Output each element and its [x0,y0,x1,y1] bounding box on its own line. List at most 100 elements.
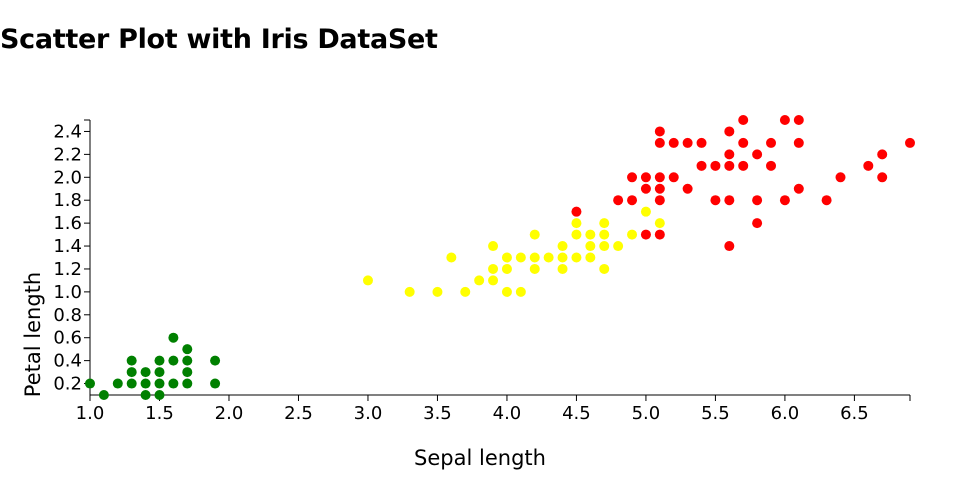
data-point [627,229,638,240]
data-point [529,263,540,274]
data-point [362,275,373,286]
data-point [613,195,624,206]
y-tick-label: 2.2 [53,144,82,165]
x-axis-label: Sepal length [414,446,546,470]
data-point [488,241,499,252]
data-point [585,252,596,263]
y-tick-label: 1.2 [53,259,82,280]
data-point [432,286,443,297]
data-point [557,241,568,252]
x-axis: 1.0 1.5 2.0 2.5 3.0 3.5 4.0 4.5 5.0 5.5 6.0 6.5 [76,394,911,424]
data-point [905,137,915,148]
data-point [640,172,651,183]
data-point [696,160,707,171]
data-point [182,367,193,378]
y-tick-label: 1.4 [53,236,82,257]
data-point [140,367,151,378]
data-point [98,390,109,400]
data-point [654,137,665,148]
data-point [168,355,179,366]
x-tick-label: 5.5 [701,403,730,424]
data-point [654,126,665,137]
data-point [752,149,763,160]
data-point [210,378,221,389]
x-tick-label: 6.0 [771,403,800,424]
y-tick-label: 0.6 [53,328,82,349]
data-point [529,252,540,263]
data-point [154,355,165,366]
data-point [682,137,693,148]
x-tick-label: 3.5 [423,403,452,424]
data-point [571,252,582,263]
y-tick-label: 2.0 [53,167,82,188]
data-point [446,252,457,263]
data-point [126,355,137,366]
data-point [474,275,485,286]
x-tick-label: 4.5 [562,403,591,424]
data-point [501,252,512,263]
data-point [571,206,582,217]
y-tick-label: 1.6 [53,213,82,234]
data-point [571,218,582,229]
data-point [168,332,179,343]
data-point [724,195,735,206]
y-tick-label: 0.8 [53,305,82,326]
data-point [529,229,540,240]
y-tick-label: 1.0 [53,282,82,303]
data-point [724,241,735,252]
data-point [696,137,707,148]
data-point [126,367,137,378]
x-tick-label: 1.5 [145,403,174,424]
data-point [877,149,888,160]
data-point [154,367,165,378]
x-tick-label: 4.0 [493,403,522,424]
data-point [154,390,165,400]
data-point [613,241,624,252]
chart-title: Scatter Plot with Iris DataSet [0,24,438,55]
data-point [140,378,151,389]
x-tick-label: 3.0 [354,403,383,424]
data-point [738,160,749,171]
data-point [640,229,651,240]
data-point [515,286,526,297]
data-point [627,195,638,206]
data-point [779,115,790,125]
data-point [168,378,179,389]
data-point [793,115,804,125]
data-point [599,218,610,229]
data-point [599,241,610,252]
data-point [585,229,596,240]
data-point [140,390,151,400]
data-point [724,149,735,160]
data-point [488,275,499,286]
data-point [793,137,804,148]
y-tick-label: 0.4 [53,351,82,372]
data-point [738,115,749,125]
data-point [752,195,763,206]
data-point [654,229,665,240]
data-point [501,263,512,274]
data-point [210,355,221,366]
data-point [515,252,526,263]
x-tick-label: 6.5 [840,403,869,424]
data-points [85,115,915,400]
y-tick-label: 0.2 [53,374,82,395]
y-axis-label: Petal length [21,272,45,397]
data-point [182,378,193,389]
data-point [85,378,95,389]
data-point [112,378,123,389]
x-tick-label: 2.5 [284,403,313,424]
data-point [668,172,679,183]
data-point [404,286,415,297]
data-point [682,183,693,194]
data-point [779,195,790,206]
data-point [501,286,512,297]
y-tick-label: 1.8 [53,190,82,211]
data-point [488,263,499,274]
data-point [877,172,888,183]
data-point [182,355,193,366]
data-point [599,263,610,274]
data-point [793,183,804,194]
data-point [654,172,665,183]
data-point [724,126,735,137]
